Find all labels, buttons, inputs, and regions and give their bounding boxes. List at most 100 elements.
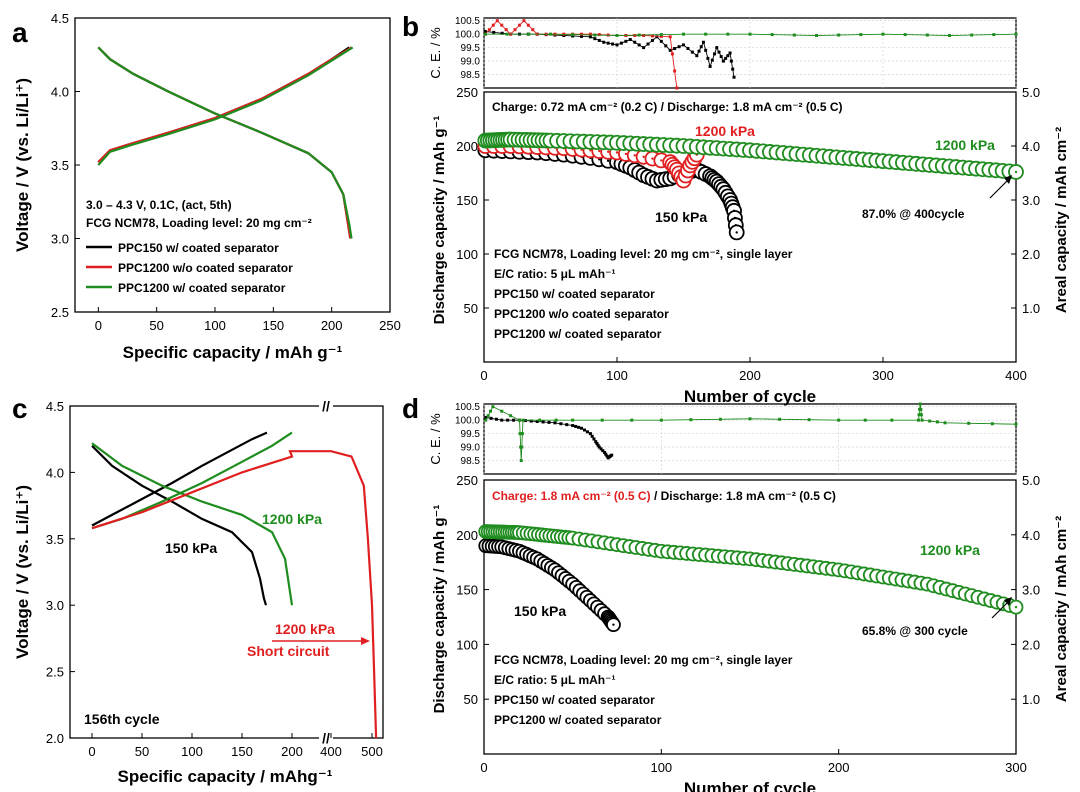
y-tick-label: 4.0 xyxy=(46,465,64,480)
ce-point xyxy=(549,32,552,36)
ce-point xyxy=(521,418,525,422)
ce-point xyxy=(592,437,596,441)
ce-point xyxy=(603,450,607,454)
ce-plot-frame xyxy=(483,403,1017,475)
ce-point xyxy=(582,428,586,432)
y-right-tick-label: 4.0 xyxy=(1022,139,1040,154)
ce-point xyxy=(486,414,490,418)
x-tick-label: 100 xyxy=(181,744,203,759)
x-tick-label: 500 xyxy=(361,744,383,759)
ce-point xyxy=(559,422,563,426)
ce-point xyxy=(677,45,681,49)
label-150kpa: 150 kPa xyxy=(165,540,217,556)
capacity-point-dot xyxy=(606,159,610,162)
note-line: FCG NCM78, Loading level: 20 mg cm⁻², si… xyxy=(494,653,793,667)
y-right-tick-label: 5.0 xyxy=(1022,85,1040,100)
x-tick-label: 0 xyxy=(480,760,487,775)
ce-point xyxy=(588,32,592,36)
x-tick-label: 150 xyxy=(231,744,253,759)
ce-point xyxy=(495,19,499,23)
capacity-point-dot xyxy=(735,231,738,234)
ce-point xyxy=(726,32,730,36)
ce-tick-label: 100.0 xyxy=(455,30,480,41)
series-line xyxy=(91,450,378,739)
ce-point xyxy=(602,40,606,44)
label-1200kpa-green: 1200 kPa xyxy=(920,542,980,558)
x-tick-label: 300 xyxy=(1005,760,1027,775)
x-tick-label: 150 xyxy=(262,318,284,333)
ce-point xyxy=(580,34,584,38)
x-tick-label: 0 xyxy=(88,744,95,759)
legend-entry: PPC150 w/ coated separator xyxy=(118,241,279,255)
ce-point xyxy=(597,445,601,449)
ce-point xyxy=(600,418,604,422)
x-tick-label: 50 xyxy=(135,744,149,759)
series-line xyxy=(91,442,294,606)
ce-point xyxy=(664,44,668,48)
ce-point xyxy=(642,46,646,50)
ce-point xyxy=(770,33,774,37)
ce-point xyxy=(917,413,921,417)
ce-point xyxy=(605,454,609,458)
ce-point xyxy=(483,32,487,36)
ce-point xyxy=(615,34,619,37)
ce-point xyxy=(491,405,495,409)
ce-point xyxy=(610,453,614,457)
ce-point xyxy=(807,418,811,422)
ce-point xyxy=(484,415,488,419)
ce-point xyxy=(675,86,679,90)
ce-point xyxy=(646,42,650,46)
ce-axis-title: C. E. / % xyxy=(428,27,443,79)
ce-point xyxy=(487,28,491,32)
y-tick-label: 3.5 xyxy=(51,158,69,173)
ce-point xyxy=(580,32,584,36)
ce-axis-title: C. E. / % xyxy=(428,413,443,465)
ce-point xyxy=(659,418,663,422)
y-right-axis-title: Areal capacity / mAh cm⁻² xyxy=(1053,516,1070,702)
ce-point xyxy=(748,417,752,421)
condition-text: Charge: 0.72 mA cm⁻² (0.2 C) / Discharge… xyxy=(492,100,843,114)
y-tick-label: 4.5 xyxy=(51,11,69,26)
note-line: PPC1200 w/ coated separator xyxy=(494,713,662,727)
x-tick-label: 100 xyxy=(204,318,226,333)
y-tick-label: 4.0 xyxy=(51,85,69,100)
note-line: PPC150 w/ coated separator xyxy=(494,287,655,301)
x-axis-title: Specific capacity / mAhg⁻¹ xyxy=(118,767,333,786)
ce-point xyxy=(715,46,719,50)
ce-tick-label: 100.5 xyxy=(455,16,480,27)
ce-point xyxy=(624,39,628,43)
ce-point xyxy=(918,402,922,406)
ce-point xyxy=(701,40,705,44)
y-tick-label: 250 xyxy=(456,85,478,100)
ce-point xyxy=(597,33,601,37)
ce-point xyxy=(594,440,598,444)
ce-point xyxy=(919,407,923,411)
ce-point xyxy=(731,67,735,71)
capacity-series xyxy=(477,142,745,241)
ce-point xyxy=(748,32,752,36)
ce-point xyxy=(588,35,592,39)
ce-point xyxy=(597,38,601,42)
ce-tick-label: 100.5 xyxy=(455,402,480,413)
ce-point xyxy=(547,420,551,424)
ce-point xyxy=(935,420,939,424)
ce-point xyxy=(595,441,599,445)
ce-point xyxy=(682,43,685,47)
capacity-point-dot xyxy=(633,154,636,157)
note-line: E/C ratio: 5 μL mAh⁻¹ xyxy=(494,673,615,687)
y-right-tick-label: 2.0 xyxy=(1022,637,1040,652)
capacity-point-dot xyxy=(651,157,654,160)
capacity-plot-frame xyxy=(483,479,1017,755)
ce-tick-label: 99.5 xyxy=(461,429,481,440)
x-tick-label: 200 xyxy=(828,760,850,775)
ce-point xyxy=(520,432,524,436)
series-line xyxy=(97,46,354,166)
ce-point xyxy=(1014,32,1018,36)
ce-point xyxy=(704,32,708,36)
ce-point xyxy=(588,432,592,436)
ce-point xyxy=(520,445,524,449)
label-retention: 87.0% @ 400cycle xyxy=(862,207,965,221)
ce-point xyxy=(729,59,733,63)
ce-plot-frame xyxy=(483,17,1017,89)
capacity-point-dot xyxy=(598,149,601,153)
